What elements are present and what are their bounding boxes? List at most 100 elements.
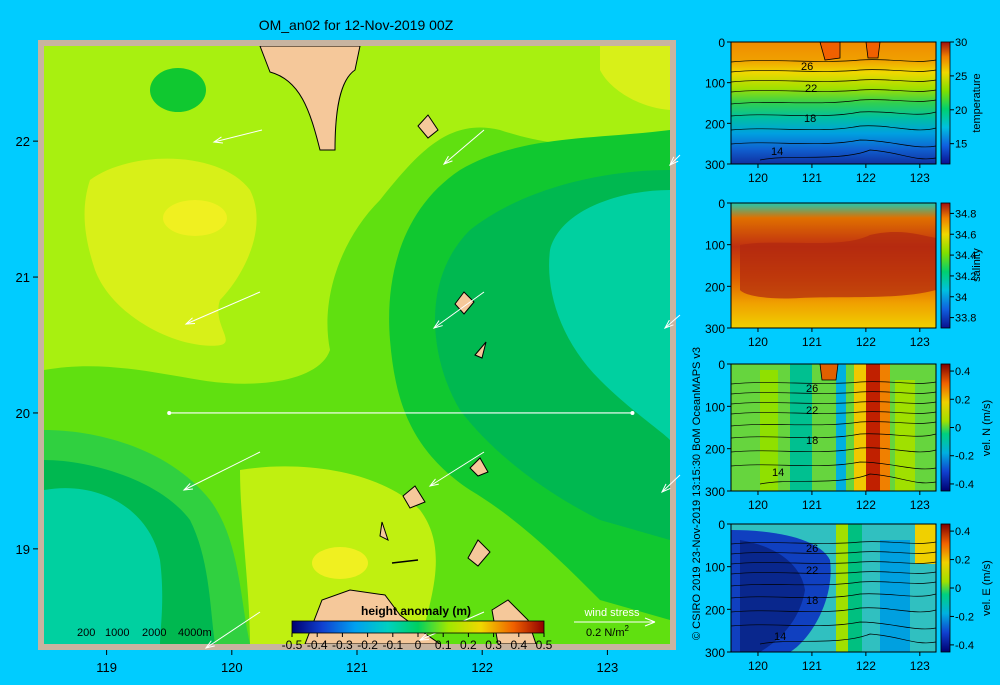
temperature-colorbar-label: temperature	[971, 73, 983, 132]
panel-colorbar-tick-label: -0.2	[955, 451, 974, 463]
panel-xtick-label: 120	[748, 659, 768, 673]
panel-colorbar-tick-label: 34.6	[955, 229, 976, 241]
colorbar-tick-label: -0.4	[307, 638, 328, 652]
wind-arrow-head	[432, 320, 443, 329]
wind-arrow-head	[418, 633, 430, 641]
contour-label: 26	[801, 61, 813, 73]
panel-axes: 120 121 122 123 0 100 200 300 30 25 20 15 26 22 18 14 12…	[705, 36, 976, 673]
panel-xtick-label: 122	[856, 171, 876, 185]
island-6	[379, 521, 389, 541]
contour-label: 18	[804, 113, 816, 125]
colorbar-tick-label: 0.3	[485, 638, 502, 652]
panel-xtick-label: 120	[748, 171, 768, 185]
panel-xtick-label: 121	[802, 171, 822, 185]
panel-ytick-label: 200	[705, 603, 725, 617]
panel-xtick-label: 123	[910, 498, 930, 512]
section-line	[167, 410, 635, 415]
wind-stress-label: wind stress	[583, 607, 640, 619]
height-anomaly-colorbar: height anomaly (m) -0.5 -0.4 -0.3 -0.2 -0.1 0…	[282, 604, 553, 652]
wind-arrow	[433, 291, 485, 329]
wind-arrow	[664, 314, 681, 329]
wind-arrow-head	[204, 640, 215, 649]
map-axes: 119 120 121 122 123 19 20 21 22	[16, 134, 619, 675]
temperature-frame	[730, 41, 937, 165]
contour-label: 14	[774, 631, 786, 643]
contour-label: 14	[772, 467, 784, 479]
map-xtick-label: 121	[346, 660, 368, 675]
field-region-green-spot	[150, 68, 206, 112]
map-ytick-label: 20	[16, 406, 30, 421]
panel-colorbar-tick-label: 25	[955, 71, 967, 83]
wind-arrow-head	[660, 483, 671, 494]
height-anomaly-field	[44, 46, 670, 644]
colorbar-tick-label: 0.5	[536, 638, 553, 652]
ve-band-2	[848, 524, 862, 652]
velocity-north-colorbar-label: vel. N (m/s)	[981, 400, 993, 456]
wind-arrow-head	[663, 319, 674, 329]
map-xtick-label: 119	[96, 660, 117, 675]
island-7	[467, 539, 491, 567]
panel-xtick-label: 122	[856, 498, 876, 512]
velocity-north-colorbar	[940, 363, 951, 492]
panel-colorbar-tick-label: -0.2	[955, 611, 974, 623]
panel-colorbar-tick-label: 34	[955, 292, 967, 304]
field-region-yellow-spot-1	[163, 200, 227, 236]
field-region-yellow-ne	[600, 46, 670, 110]
velocity-east-frame	[730, 523, 937, 653]
panel-xtick-label: 122	[856, 335, 876, 349]
velocity-north-field	[731, 364, 936, 491]
colorbar-title: height anomaly (m)	[361, 604, 471, 618]
salinity-field	[731, 203, 936, 328]
island-5	[402, 485, 426, 509]
panel-ytick-label: 100	[705, 239, 725, 253]
panel-colorbar-tick-label: 34.4	[955, 250, 976, 262]
vn-band-3	[836, 364, 846, 491]
vn-band-6	[880, 364, 890, 491]
panel-xtick-label: 121	[802, 335, 822, 349]
contour-label: 26	[806, 543, 818, 555]
warm-blob-1	[819, 42, 841, 61]
island-2	[454, 291, 475, 315]
temperature-panel: temperature	[730, 41, 983, 165]
depth-legend-2000: 2000	[142, 627, 166, 639]
salinity-colorbar	[940, 202, 951, 329]
panel-ytick-label: 0	[718, 36, 725, 50]
depth-legend-200: 200	[77, 627, 95, 639]
panel-ytick-label: 200	[705, 117, 725, 131]
warm-blob-2	[865, 42, 881, 59]
map-title: OM_an02 for 12-Nov-2019 00Z	[259, 17, 454, 33]
salinity-panel: salinity	[730, 202, 983, 329]
credit-text: © CSIRO 2019 23-Nov-2019 13:15:30 BoM Oc…	[691, 347, 703, 640]
panel-ytick-label: 0	[718, 197, 725, 211]
salinity-colorbar-label: salinity	[971, 248, 983, 282]
wind-arrow-head	[668, 156, 679, 167]
wind-arrow	[183, 451, 261, 491]
velocity-east-colorbar	[940, 523, 951, 653]
contour-label: 18	[806, 435, 818, 447]
panel-xtick-label: 120	[748, 335, 768, 349]
velocity-north-frame	[730, 363, 937, 492]
vn-warm-blob	[819, 364, 839, 381]
colorbar-tick-label: 0.1	[435, 638, 452, 652]
panel-xtick-label: 123	[910, 659, 930, 673]
panel-colorbar-tick-label: 0.2	[955, 394, 970, 406]
vn-band-1	[760, 370, 778, 491]
wind-arrow	[429, 451, 485, 487]
island-4	[469, 457, 489, 477]
velocity-east-colorbar-label: vel. E (m/s)	[981, 560, 993, 616]
wind-stress-legend: wind stress 0.2 N/m2	[574, 607, 656, 639]
map-ytick-label: 22	[16, 134, 30, 149]
panel-ytick-label: 300	[705, 485, 725, 499]
map-xtick-label: 123	[597, 660, 619, 675]
map-ytick-label: 21	[16, 270, 30, 285]
colorbar-ticks: -0.5 -0.4 -0.3 -0.2 -0.1 0 0.1 0.2 0.3 0.4 0.5	[282, 633, 553, 652]
panel-colorbar-tick-label: 0	[955, 423, 961, 435]
wind-arrows	[182, 129, 681, 649]
colorbar-tick-label: 0.4	[510, 638, 527, 652]
panel-colorbar-tick-label: 15	[955, 139, 967, 151]
wind-arrow	[669, 154, 681, 166]
contour-label: 22	[806, 565, 818, 577]
wind-arrow	[213, 129, 263, 143]
panel-colorbar-tick-label: 0.4	[955, 526, 970, 538]
